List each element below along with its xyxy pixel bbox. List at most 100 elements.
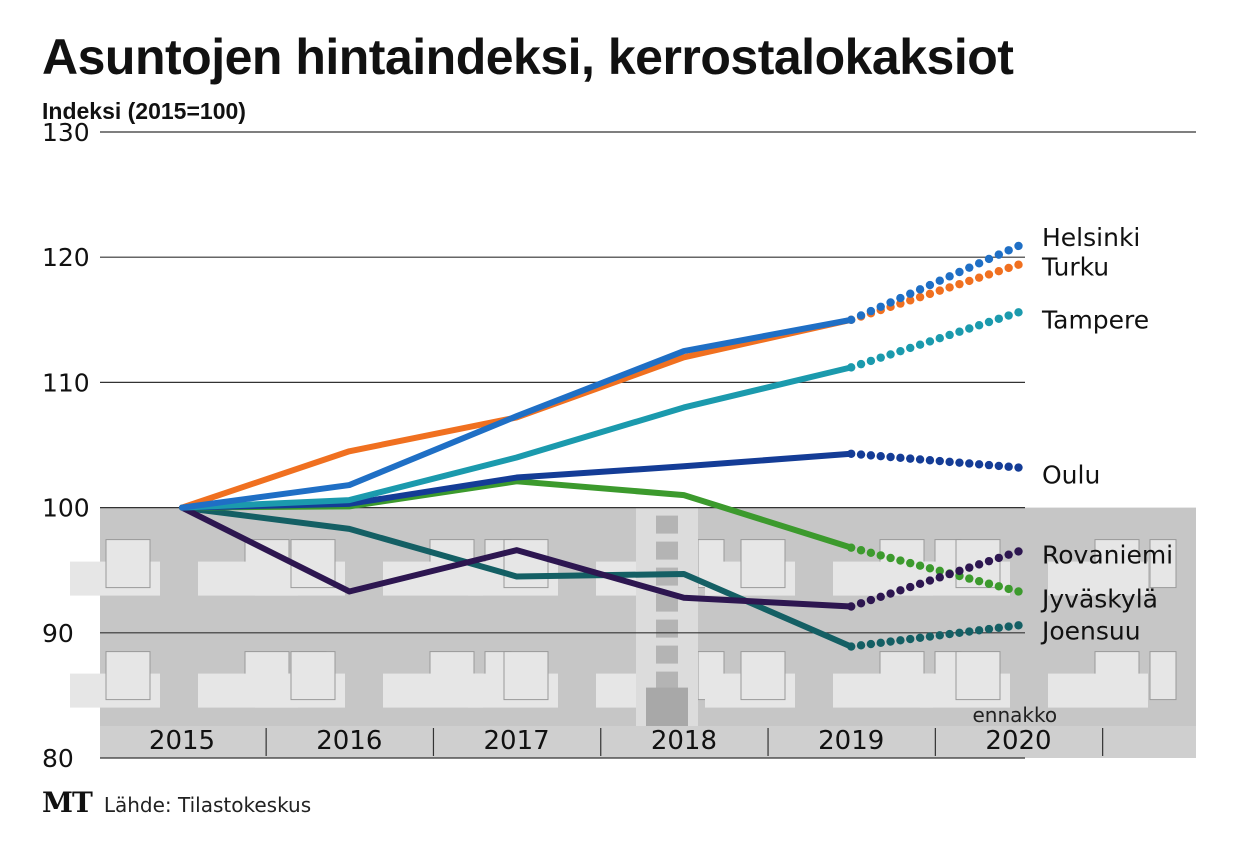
forecast-dot-turku — [984, 270, 994, 279]
year-strip — [100, 726, 1196, 758]
forecast-dot-tampere — [955, 327, 964, 336]
forecast-dot-joensuu — [925, 632, 935, 641]
window — [955, 651, 1001, 701]
forecast-dot-tampere — [847, 363, 856, 372]
window — [740, 539, 786, 589]
forecast-dot-helsinki — [847, 315, 856, 324]
forecast-dot-joensuu — [994, 623, 1004, 632]
forecast-dot-tampere — [866, 356, 876, 366]
forecast-dot-joensuu — [984, 624, 994, 634]
stairwell-window — [656, 593, 678, 612]
forecast-dot-helsinki — [896, 293, 905, 303]
forecast-dot-rovaniemi — [1014, 547, 1023, 556]
window — [105, 651, 151, 701]
forecast-dot-rovaniemi — [984, 556, 994, 566]
forecast-dot-turku — [1014, 260, 1023, 269]
forecast-dot-helsinki — [1004, 246, 1013, 255]
forecast-dot-rovaniemi — [994, 553, 1004, 563]
forecast-dot-joensuu — [935, 631, 944, 640]
window — [503, 539, 549, 589]
forecast-dot-helsinki — [994, 250, 1004, 259]
forecast-dot-tampere — [896, 346, 905, 356]
forecast-dot-rovaniemi — [856, 599, 866, 608]
window — [105, 539, 151, 589]
forecast-dot-joensuu — [896, 636, 905, 645]
forecast-dot-joensuu — [955, 628, 964, 637]
forecast-dot-helsinki — [906, 289, 915, 298]
forecast-dot-rovaniemi — [847, 602, 856, 611]
forecast-dot-oulu — [1004, 462, 1013, 471]
forecast-dot-rovaniemi — [876, 592, 885, 601]
forecast-dot-helsinki — [915, 285, 925, 294]
series-label-helsinki: Helsinki — [1042, 223, 1140, 252]
forecast-dot-turku — [1004, 263, 1013, 273]
forecast-dot-helsinki — [935, 276, 944, 285]
forecast-dot-oulu — [906, 454, 915, 463]
forecast-dot-oulu — [896, 453, 905, 463]
forecast-dot-jyväskylä — [994, 582, 1004, 591]
forecast-dot-jyväskylä — [935, 566, 944, 576]
forecast-dot-rovaniemi — [925, 576, 935, 585]
forecast-dot-tampere — [974, 321, 984, 330]
forecast-dot-rovaniemi — [906, 582, 915, 592]
forecast-dot-jyväskylä — [974, 576, 984, 586]
forecast-note: ennakko — [973, 703, 1058, 727]
forecast-dot-helsinki — [955, 267, 964, 277]
x-tick-label: 2018 — [651, 726, 717, 756]
forecast-dot-oulu — [876, 451, 885, 461]
forecast-dot-turku — [955, 279, 964, 289]
forecast-dot-tampere — [984, 317, 994, 327]
forecast-dot-rovaniemi — [945, 569, 954, 579]
series-label-jyväskylä: Jyväskylä — [1040, 584, 1158, 613]
forecast-dot-oulu — [955, 458, 964, 467]
series-line-tampere — [179, 364, 855, 511]
series-label-oulu: Oulu — [1042, 461, 1100, 490]
stairwell-window — [656, 515, 678, 534]
x-axis: 2015 2016 2017 2018 2019 2020 — [149, 726, 1052, 756]
forecast-dot-jyväskylä — [965, 574, 974, 583]
forecast-dot-jyväskylä — [856, 546, 866, 555]
forecast-dot-tampere — [856, 359, 866, 369]
forecast-dot-tampere — [945, 330, 954, 340]
forecast-dot-joensuu — [974, 626, 984, 635]
series-label-tampere: Tampere — [1041, 305, 1149, 334]
forecast-dot-jyväskylä — [847, 543, 856, 552]
forecast-dot-rovaniemi — [974, 560, 984, 569]
forecast-dot-jyväskylä — [915, 561, 925, 570]
forecast-dot-rovaniemi — [935, 573, 944, 582]
forecast-dot-tampere — [965, 324, 974, 333]
balcony — [1048, 561, 1148, 596]
forecast-dot-jyväskylä — [866, 548, 876, 558]
forecast-dot-helsinki — [1014, 241, 1023, 251]
forecast-dot-tampere — [1004, 311, 1013, 320]
forecast-dot-oulu — [925, 456, 935, 465]
forecast-dot-joensuu — [866, 639, 876, 649]
forecast-dot-rovaniemi — [896, 586, 905, 595]
window — [503, 651, 549, 701]
balcony — [833, 673, 933, 708]
forecast-dot-turku — [915, 292, 925, 302]
forecast-dot-tampere — [925, 337, 935, 346]
forecast-dot-turku — [945, 283, 954, 292]
forecast-dot-helsinki — [965, 263, 974, 272]
window — [290, 651, 336, 701]
forecast-dot-tampere — [915, 340, 925, 349]
forecast-dot-helsinki — [876, 302, 885, 311]
forecast-dot-rovaniemi — [1004, 550, 1013, 559]
forecast-dot-joensuu — [856, 641, 866, 650]
forecast-dot-oulu — [866, 451, 876, 460]
forecast-dot-joensuu — [1004, 622, 1013, 631]
source-note: Lähde: Tilastokeskus — [103, 793, 312, 817]
forecast-dot-joensuu — [915, 633, 925, 643]
forecast-dot-joensuu — [906, 634, 915, 644]
forecast-dot-jyväskylä — [906, 558, 915, 568]
forecast-dot-helsinki — [886, 298, 895, 307]
series-label-joensuu: Joensuu — [1040, 616, 1141, 645]
window — [740, 651, 786, 701]
forecast-dot-joensuu — [945, 629, 954, 639]
series-label-turku: Turku — [1041, 253, 1109, 282]
forecast-dot-turku — [994, 266, 1004, 276]
forecast-dot-tampere — [876, 353, 885, 362]
